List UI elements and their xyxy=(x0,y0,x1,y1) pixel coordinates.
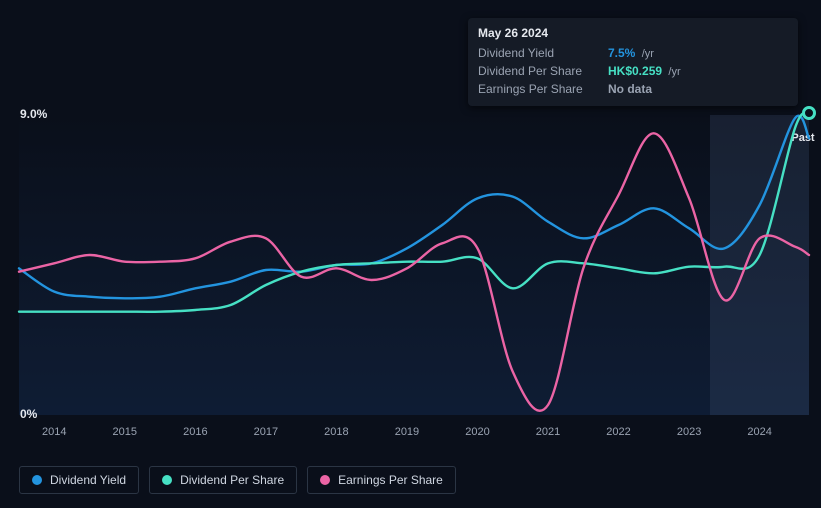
legend-dot-icon xyxy=(32,475,42,485)
legend: Dividend Yield Dividend Per Share Earnin… xyxy=(19,466,456,494)
chart-container: 9.0% 0% 20142015201620172018201920202021… xyxy=(0,0,821,508)
series-marker xyxy=(802,106,816,120)
tooltip-row-unit xyxy=(652,84,655,96)
x-axis-tick: 2024 xyxy=(747,426,771,438)
legend-item-dividend-per-share[interactable]: Dividend Per Share xyxy=(149,466,297,494)
tooltip-row-value: 7.5% xyxy=(608,46,635,60)
x-axis-tick: 2021 xyxy=(536,426,560,438)
x-axis-tick: 2015 xyxy=(113,426,137,438)
legend-item-dividend-yield[interactable]: Dividend Yield xyxy=(19,466,139,494)
tooltip-row-unit: /yr xyxy=(665,66,680,78)
series-line xyxy=(19,133,809,410)
tooltip-row-value: No data xyxy=(608,82,652,96)
x-axis-tick: 2019 xyxy=(395,426,419,438)
chart-lines xyxy=(19,115,809,415)
tooltip-row-unit: /yr xyxy=(639,48,654,60)
series-line xyxy=(19,113,809,312)
legend-item-label: Earnings Per Share xyxy=(338,473,443,487)
tooltip-row: Dividend Yield 7.5% /yr xyxy=(478,44,788,62)
series-line xyxy=(19,116,809,299)
x-axis-tick: 2016 xyxy=(183,426,207,438)
tooltip-row-value: HK$0.259 xyxy=(608,64,662,78)
x-axis-tick: 2014 xyxy=(42,426,66,438)
tooltip-date: May 26 2024 xyxy=(478,26,788,40)
tooltip-row-label: Dividend Yield xyxy=(478,44,608,62)
x-axis-tick: 2020 xyxy=(465,426,489,438)
legend-item-earnings-per-share[interactable]: Earnings Per Share xyxy=(307,466,456,494)
tooltip-row-label: Earnings Per Share xyxy=(478,80,608,98)
x-axis-tick: 2017 xyxy=(254,426,278,438)
legend-dot-icon xyxy=(320,475,330,485)
x-axis-tick: 2018 xyxy=(324,426,348,438)
tooltip-row-label: Dividend Per Share xyxy=(478,62,608,80)
legend-dot-icon xyxy=(162,475,172,485)
x-axis-tick: 2023 xyxy=(677,426,701,438)
tooltip-row: Dividend Per Share HK$0.259 /yr xyxy=(478,62,788,80)
tooltip-row: Earnings Per Share No data xyxy=(478,80,788,98)
tooltip: May 26 2024 Dividend Yield 7.5% /yr Divi… xyxy=(468,18,798,106)
legend-item-label: Dividend Per Share xyxy=(180,473,284,487)
legend-item-label: Dividend Yield xyxy=(50,473,126,487)
tooltip-table: Dividend Yield 7.5% /yr Dividend Per Sha… xyxy=(478,44,788,98)
x-axis-tick: 2022 xyxy=(606,426,630,438)
